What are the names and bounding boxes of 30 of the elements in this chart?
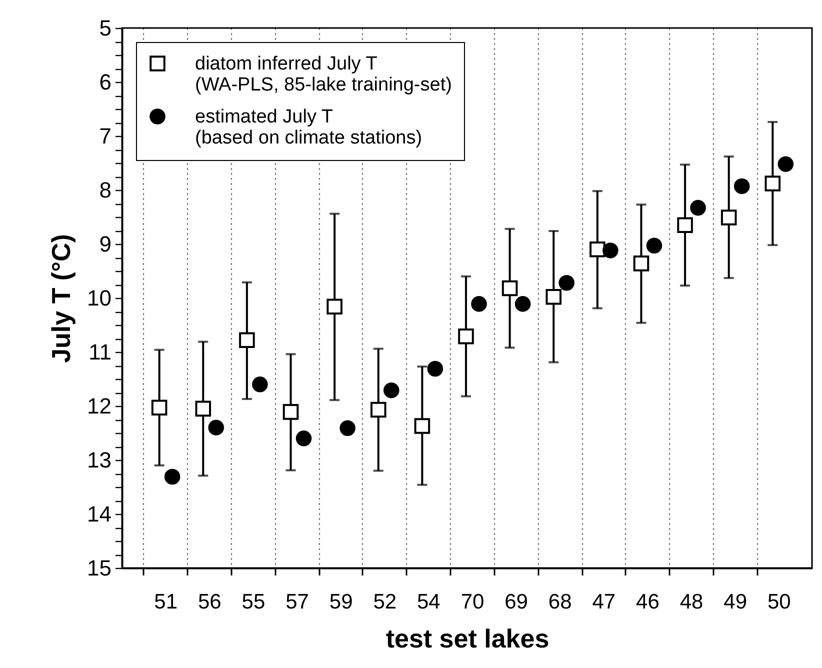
x-tick-label: 46 [636, 590, 660, 614]
x-tick-label: 70 [460, 590, 484, 614]
x-tick-label: 69 [504, 590, 528, 614]
x-tick-label: 49 [724, 590, 748, 614]
legend-label: estimated July T (based on climate stations) [195, 106, 422, 148]
y-tick-label: 13 [87, 448, 112, 472]
x-tick-label: 59 [329, 590, 353, 614]
y-tick-label: 6 [99, 70, 112, 94]
y-tick-label: 12 [87, 394, 112, 418]
x-tick-label: 52 [373, 590, 397, 614]
x-tick-label: 48 [680, 590, 704, 614]
y-tick-label: 7 [99, 124, 112, 148]
x-tick-label: 54 [417, 590, 441, 614]
x-axis-title: test set lakes [386, 624, 550, 654]
x-tick-label: 68 [548, 590, 572, 614]
y-tick-label: 10 [87, 286, 112, 310]
x-tick-label: 55 [242, 590, 266, 614]
x-tick-label: 56 [198, 590, 222, 614]
x-tick-label: 47 [592, 590, 616, 614]
legend-label: diatom inferred July T (WA-PLS, 85-lake training-set) [195, 54, 452, 96]
y-axis-title: July T (°C) [46, 234, 76, 363]
y-tick-label: 5 [99, 16, 112, 40]
x-tick-label: 57 [286, 590, 309, 614]
y-tick-label: 9 [99, 232, 112, 256]
y-tick-label: 8 [99, 178, 112, 202]
y-tick-label: 15 [87, 556, 112, 580]
x-tick-label: 50 [767, 590, 791, 614]
y-tick-label: 11 [88, 340, 112, 364]
y-tick-label: 14 [87, 502, 112, 526]
x-tick-label: 51 [154, 590, 178, 614]
